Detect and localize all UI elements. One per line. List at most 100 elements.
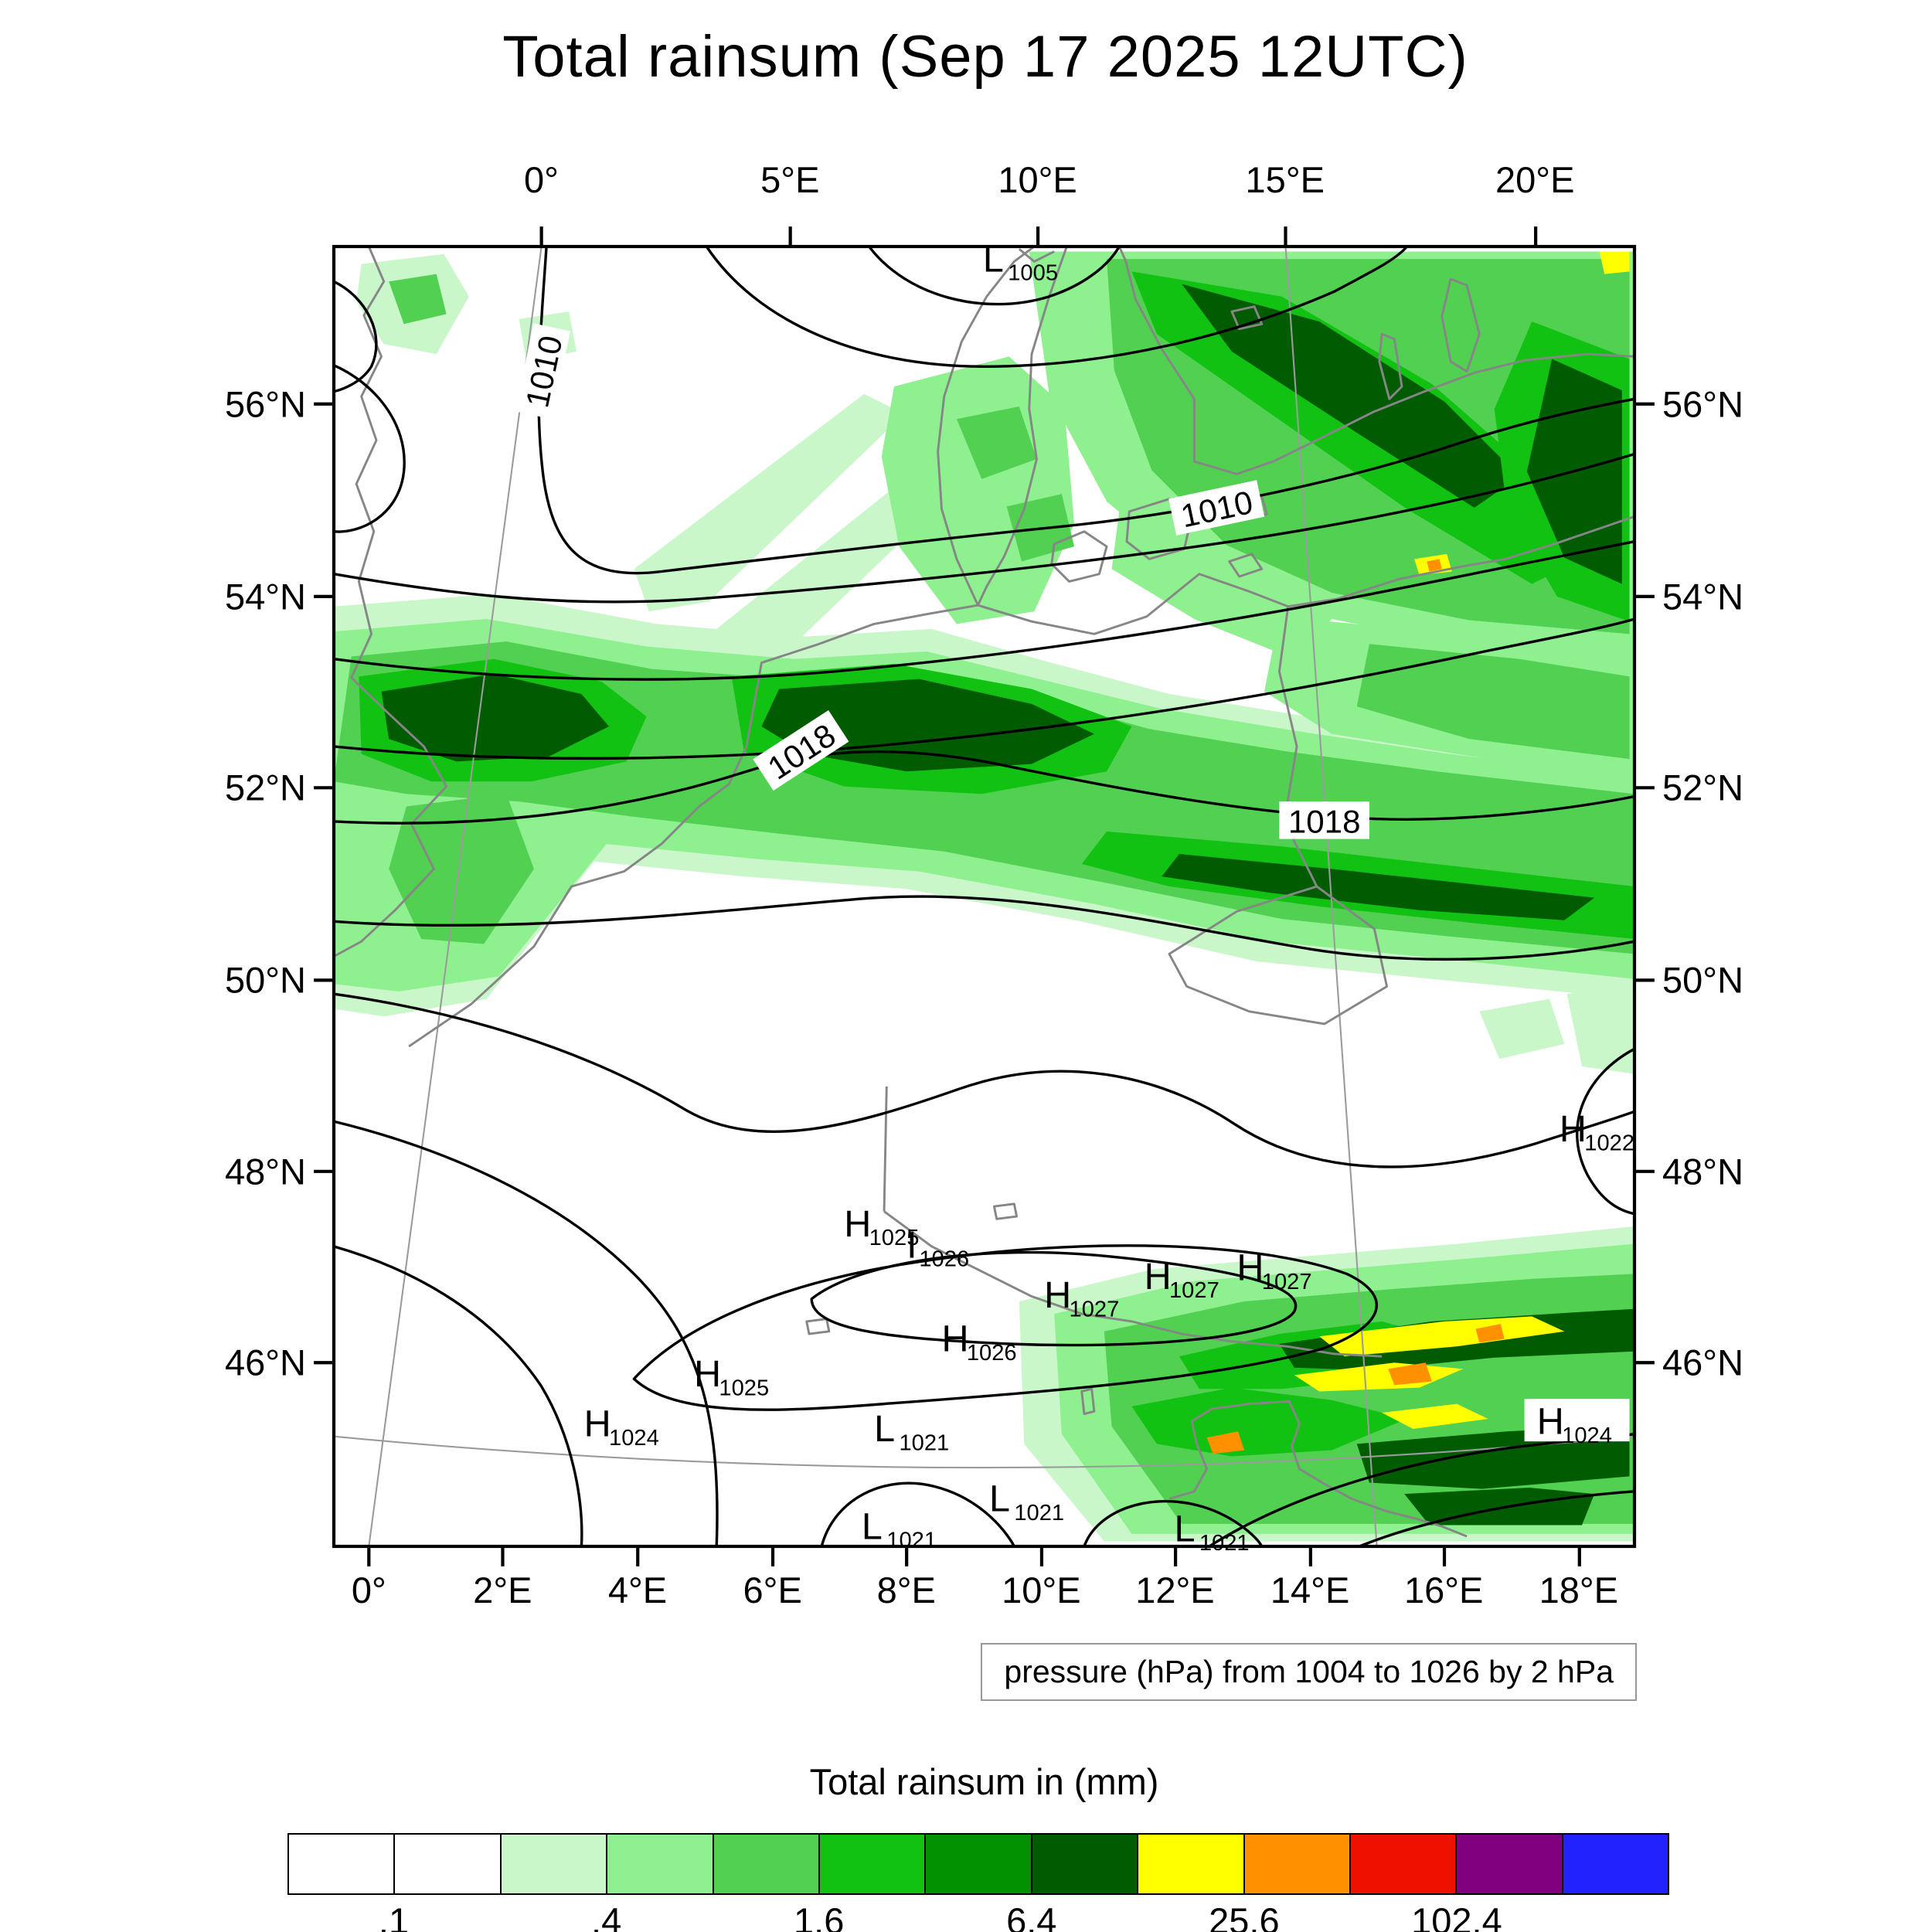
axis-label-bottom: 18°E (1539, 1570, 1619, 1611)
axis-label-bottom: 4°E (607, 1570, 668, 1611)
rain-patch (1475, 1324, 1505, 1343)
axis-label-bottom: 0° (351, 1570, 386, 1611)
axis-label-right: 56°N (1662, 383, 1744, 425)
coastline (408, 604, 978, 1048)
colorbar-tick-label: 6.4 (1006, 1900, 1057, 1932)
isobar-contour (820, 1481, 1015, 1547)
isobar-contour (1359, 1490, 1635, 1548)
pressure-center-label: L 1005 (983, 238, 1058, 285)
isobar-contour (333, 452, 1635, 604)
colorbar-cell (1563, 1835, 1668, 1893)
rain-patch (1356, 644, 1630, 760)
svg-text:I: I (906, 1224, 917, 1266)
coastline (805, 1318, 831, 1335)
pressure-center-label: I 1026 (906, 1224, 969, 1271)
axis-label-right: 46°N (1662, 1342, 1744, 1383)
rain-patch (1388, 1362, 1432, 1386)
graticule-line (368, 246, 543, 1547)
rain-patch (1319, 1316, 1565, 1357)
coastline (992, 1202, 1019, 1220)
svg-text:H: H (941, 1318, 968, 1360)
axis-label-top: 20°E (1495, 159, 1575, 200)
isobar-contour (705, 245, 1408, 368)
isobar-contour (537, 246, 1635, 575)
coastline (883, 1086, 888, 1212)
isobar-contour (333, 540, 1635, 681)
rain-patch (1599, 251, 1630, 274)
isobar-contour (632, 1244, 1379, 1411)
coastline (1168, 1420, 1209, 1500)
colorbar-cell (289, 1835, 396, 1893)
axis-label-bottom: 16°E (1403, 1570, 1484, 1611)
rain-patch (381, 674, 610, 762)
isobar-contour (333, 617, 1635, 760)
svg-text:1021: 1021 (886, 1529, 937, 1553)
svg-text:L: L (983, 238, 1004, 280)
isobar-contour (1576, 1047, 1635, 1216)
svg-text:1025: 1025 (869, 1226, 920, 1250)
colorbar-cell (1457, 1835, 1563, 1893)
map-frame-border (332, 244, 1637, 1549)
rain-patch (1162, 854, 1595, 920)
pressure-center-label: L 1021 (874, 1408, 949, 1455)
svg-text:1022: 1022 (1584, 1131, 1634, 1155)
coastline (1277, 606, 1318, 887)
map-area: 1010 1010 1018 1018 L 1005 H 1022 H 1025 I 1026 H 102… (314, 226, 1655, 1566)
colorbar-tick-label: 25.6 (1209, 1900, 1280, 1932)
coastline (1378, 332, 1403, 400)
colorbar-cell (1244, 1835, 1351, 1893)
coastline (333, 246, 448, 957)
axis-label-right: 54°N (1662, 576, 1744, 617)
svg-text:H: H (1145, 1256, 1172, 1298)
svg-text:H: H (1236, 1247, 1264, 1289)
chart-title: Total rainsum (Sep 17 2025 12UTC) (502, 24, 1468, 90)
svg-text:1027: 1027 (1070, 1297, 1120, 1321)
rain-patch (1566, 981, 1634, 1074)
coastline (977, 515, 1635, 635)
axis-label-top: 0° (524, 159, 559, 200)
colorbar-cell (501, 1835, 608, 1893)
svg-text:H: H (694, 1353, 721, 1395)
coastline (937, 245, 1036, 606)
isobar-contour (868, 245, 1121, 306)
isobar-contour (333, 364, 406, 533)
axis-label-bottom: 2°E (473, 1570, 532, 1611)
rain-patch (956, 406, 1037, 479)
graticule-line (333, 1435, 1635, 1469)
rain-patch (1404, 1487, 1595, 1526)
axis-label-right: 48°N (1662, 1151, 1744, 1192)
coastline (1117, 246, 1635, 475)
colorbar-cell (926, 1835, 1032, 1893)
axis-label-bottom: 12°E (1135, 1570, 1215, 1611)
rain-patch (1427, 559, 1442, 572)
axis-label-bottom: 6°E (743, 1570, 802, 1611)
axis-label-bottom: 14°E (1270, 1570, 1350, 1611)
axis-label-left: 50°N (224, 959, 306, 1001)
colorbar-tick-label: 102.4 (1411, 1900, 1502, 1932)
isobar-contour (1083, 1499, 1264, 1547)
pressure-center-label: L 1021 (989, 1478, 1064, 1526)
pressure-center-label: L 1021 (862, 1505, 937, 1553)
colorbar-title: Total rainsum in (mm) (809, 1761, 1159, 1802)
rain-patch (1111, 511, 1332, 659)
colorbar-cell (713, 1835, 820, 1893)
rain-patch (389, 274, 447, 325)
svg-text:1005: 1005 (1008, 261, 1058, 286)
svg-text:L: L (862, 1505, 883, 1547)
colorbar-cell (395, 1835, 502, 1893)
pressure-caption: pressure (hPa) from 1004 to 1026 by 2 hP… (981, 1643, 1637, 1701)
svg-text:H: H (1537, 1400, 1564, 1442)
svg-text:1021: 1021 (899, 1430, 949, 1455)
colorbar (287, 1833, 1669, 1895)
svg-text:1026: 1026 (967, 1341, 1017, 1366)
axis-label-left: 46°N (224, 1342, 306, 1383)
svg-text:L: L (989, 1478, 1010, 1520)
svg-text:L: L (874, 1408, 895, 1450)
colorbar-cell (1350, 1835, 1458, 1893)
